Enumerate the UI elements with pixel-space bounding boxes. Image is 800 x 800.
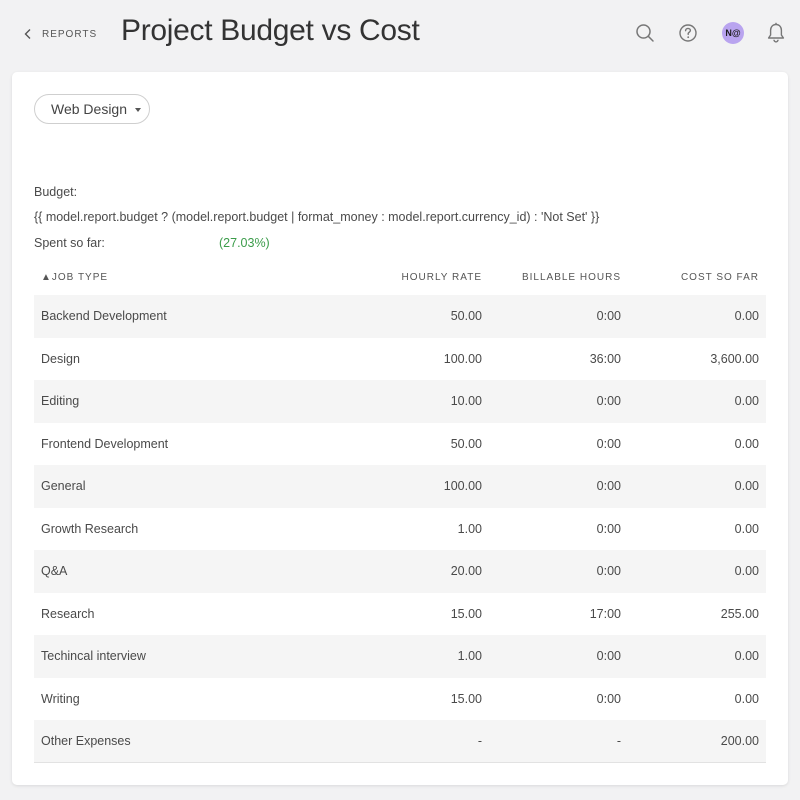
column-header-job-type[interactable]: ▲JOB TYPE (41, 272, 109, 283)
billable-hours-cell: 0:00 (489, 465, 628, 508)
bell-icon[interactable] (765, 22, 787, 44)
cost-so-far-cell: 0.00 (734, 521, 759, 536)
table-row: Frontend Development 50.00 0:00 0.00 (34, 423, 766, 466)
billable-hours-cell: 0:00 (489, 550, 628, 593)
back-link-label[interactable]: REPORTS (42, 28, 98, 40)
table-row: Q&A 20.00 0:00 0.00 (34, 550, 766, 593)
cost-so-far-cell: 255.00 (720, 606, 759, 621)
hourly-rate-cell: 1.00 (334, 635, 489, 678)
cost-so-far-cell: 3,600.00 (710, 351, 759, 366)
hourly-rate-cell: 50.00 (450, 436, 482, 451)
billable-hours-cell: 0:00 (596, 436, 621, 451)
project-select-value[interactable]: Web Design (51, 101, 128, 117)
table-row: General 100.00 0:00 0.00 (34, 465, 766, 508)
column-header-hourly-rate[interactable]: HOURLY RATE (401, 272, 482, 283)
chevron-left-icon (24, 29, 31, 39)
job-type-cell: Techincal interview (34, 635, 334, 678)
billable-hours-cell: 17:00 (589, 606, 621, 621)
job-type-cell: Other Expenses (34, 720, 334, 763)
caret-down-icon[interactable] (135, 108, 141, 112)
job-type-cell: Growth Research (41, 521, 139, 536)
help-icon[interactable] (677, 22, 699, 44)
table-row: Other Expenses - - 200.00 (34, 720, 766, 763)
spent-percent: (27.03%) (219, 236, 270, 250)
job-type-cell: Frontend Development (41, 436, 169, 451)
table-header-row: ▲JOB TYPE HOURLY RATE BILLABLE HOURS COS… (34, 272, 766, 295)
hourly-rate-cell: 1.00 (457, 521, 482, 536)
job-type-cell: Research (41, 606, 95, 621)
table-row: Techincal interview 1.00 0:00 0.00 (34, 635, 766, 678)
job-type-cell: Q&A (34, 550, 334, 593)
hourly-rate-cell: 100.00 (443, 351, 482, 366)
cost-so-far-cell: 0.00 (628, 295, 766, 338)
cost-so-far-cell: 200.00 (628, 720, 766, 763)
billable-hours-cell: 36:00 (589, 351, 621, 366)
cost-so-far-cell: 0.00 (734, 691, 759, 706)
billable-hours-cell: 0:00 (489, 635, 628, 678)
hourly-rate-cell: 20.00 (334, 550, 489, 593)
hourly-rate-cell: 50.00 (334, 295, 489, 338)
cost-so-far-cell: 0.00 (628, 550, 766, 593)
billable-hours-cell: 0:00 (489, 380, 628, 423)
table-row: Editing 10.00 0:00 0.00 (34, 380, 766, 423)
billable-hours-cell: 0:00 (596, 521, 621, 536)
back-to-reports-link[interactable]: REPORTS (24, 26, 97, 42)
cost-so-far-cell: 0.00 (628, 635, 766, 678)
billable-hours-cell: 0:00 (596, 691, 621, 706)
page-title: Project Budget vs Cost (121, 14, 420, 47)
search-icon[interactable] (634, 22, 656, 44)
job-type-cell: Writing (41, 691, 80, 706)
table-row: Growth Research 1.00 0:00 0.00 (34, 508, 766, 551)
report-card: Web Design Budget: {{ model.report.budge… (12, 72, 788, 785)
budget-value: {{ model.report.budget ? (model.report.b… (34, 210, 600, 224)
hourly-rate-cell: 15.00 (450, 691, 482, 706)
budget-label: Budget: (34, 185, 78, 199)
column-header-cost-so-far[interactable]: COST SO FAR (680, 272, 759, 283)
cost-so-far-cell: 0.00 (628, 380, 766, 423)
hourly-rate-cell: - (334, 720, 489, 763)
job-type-cell: Design (41, 351, 80, 366)
table-row: Writing 15.00 0:00 0.00 (34, 678, 766, 721)
top-bar: REPORTS Project Budget vs Cost N@ (0, 0, 800, 70)
cost-so-far-cell: 0.00 (734, 436, 759, 451)
job-type-cell: Editing (34, 380, 334, 423)
column-header-billable-hours[interactable]: BILLABLE HOURS (521, 272, 621, 283)
billable-hours-cell: - (489, 720, 628, 763)
table-row: Backend Development 50.00 0:00 0.00 (34, 295, 766, 338)
hourly-rate-cell: 15.00 (450, 606, 482, 621)
table-row: Design 100.00 36:00 3,600.00 (34, 338, 766, 381)
job-type-cell: Backend Development (34, 295, 334, 338)
hourly-rate-cell: 10.00 (334, 380, 489, 423)
project-select[interactable]: Web Design (34, 94, 150, 124)
spent-label: Spent so far: (34, 236, 105, 250)
billable-hours-cell: 0:00 (489, 295, 628, 338)
budget-cost-table: ▲JOB TYPE HOURLY RATE BILLABLE HOURS COS… (34, 272, 766, 763)
hourly-rate-cell: 100.00 (334, 465, 489, 508)
table-row: Research 15.00 17:00 255.00 (34, 593, 766, 636)
avatar[interactable]: N@ (722, 22, 744, 44)
cost-so-far-cell: 0.00 (628, 465, 766, 508)
job-type-cell: General (34, 465, 334, 508)
